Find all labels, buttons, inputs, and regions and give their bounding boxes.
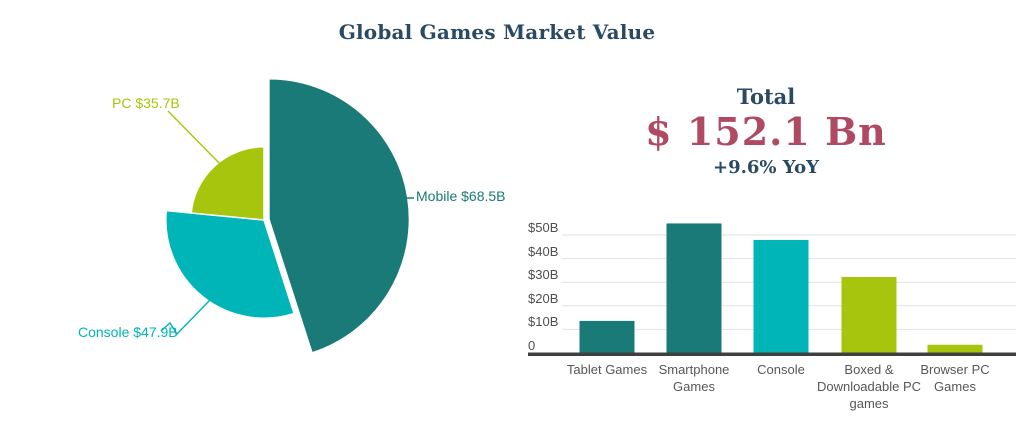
- pie-slice-pc: [190, 146, 265, 221]
- bar-chart-baseline: [528, 352, 1016, 356]
- pie-label-mobile: Mobile $68.5B: [416, 188, 506, 204]
- y-axis-tick-label: 0: [528, 338, 536, 353]
- total-value: $ 152.1 Bn: [645, 109, 887, 154]
- y-axis-tick-label: $40B: [528, 243, 559, 259]
- leader-line-pc: [167, 110, 226, 170]
- bar-category-label: Tablet Games: [566, 362, 648, 377]
- leader-line-console: [160, 299, 211, 336]
- bar-tablet-games: [579, 320, 635, 353]
- bar-category-label: Smartphone Games: [658, 362, 730, 394]
- pie-leader-lines: [160, 110, 414, 336]
- leader-line-mobile: [399, 190, 414, 199]
- bar-boxed-downloadable-pc-games: [841, 277, 897, 353]
- pie-label-console: Console $47.9B: [78, 324, 178, 340]
- y-axis-tick-label: $20B: [528, 290, 559, 306]
- total-summary: Total $ 152.1 Bn +9.6% YoY: [606, 84, 926, 181]
- pie-chart: [165, 78, 411, 354]
- bar-category-label: Browser PC Games: [920, 362, 990, 394]
- page-title: Global Games Market Value: [338, 20, 656, 44]
- bar-category-label: Console: [757, 362, 805, 377]
- pie-label-pc: PC $35.7B: [112, 95, 180, 111]
- bar-category-label: Boxed & Downloadable PC games: [816, 362, 922, 411]
- x-axis-baseline: [528, 352, 1016, 356]
- bar-smartphone-games: [666, 223, 722, 353]
- y-axis-tick-label: $50B: [528, 220, 559, 235]
- y-axis-tick-label: $30B: [528, 267, 559, 283]
- bar-console: [753, 239, 809, 353]
- bar-browser-pc-games: [927, 344, 983, 353]
- bar-chart-bars: [579, 223, 983, 353]
- total-label: Total: [736, 84, 796, 109]
- pie-slice-console: [165, 209, 296, 319]
- total-yoy-change: +9.6% YoY: [713, 157, 819, 178]
- y-axis-tick-label: $10B: [528, 314, 559, 330]
